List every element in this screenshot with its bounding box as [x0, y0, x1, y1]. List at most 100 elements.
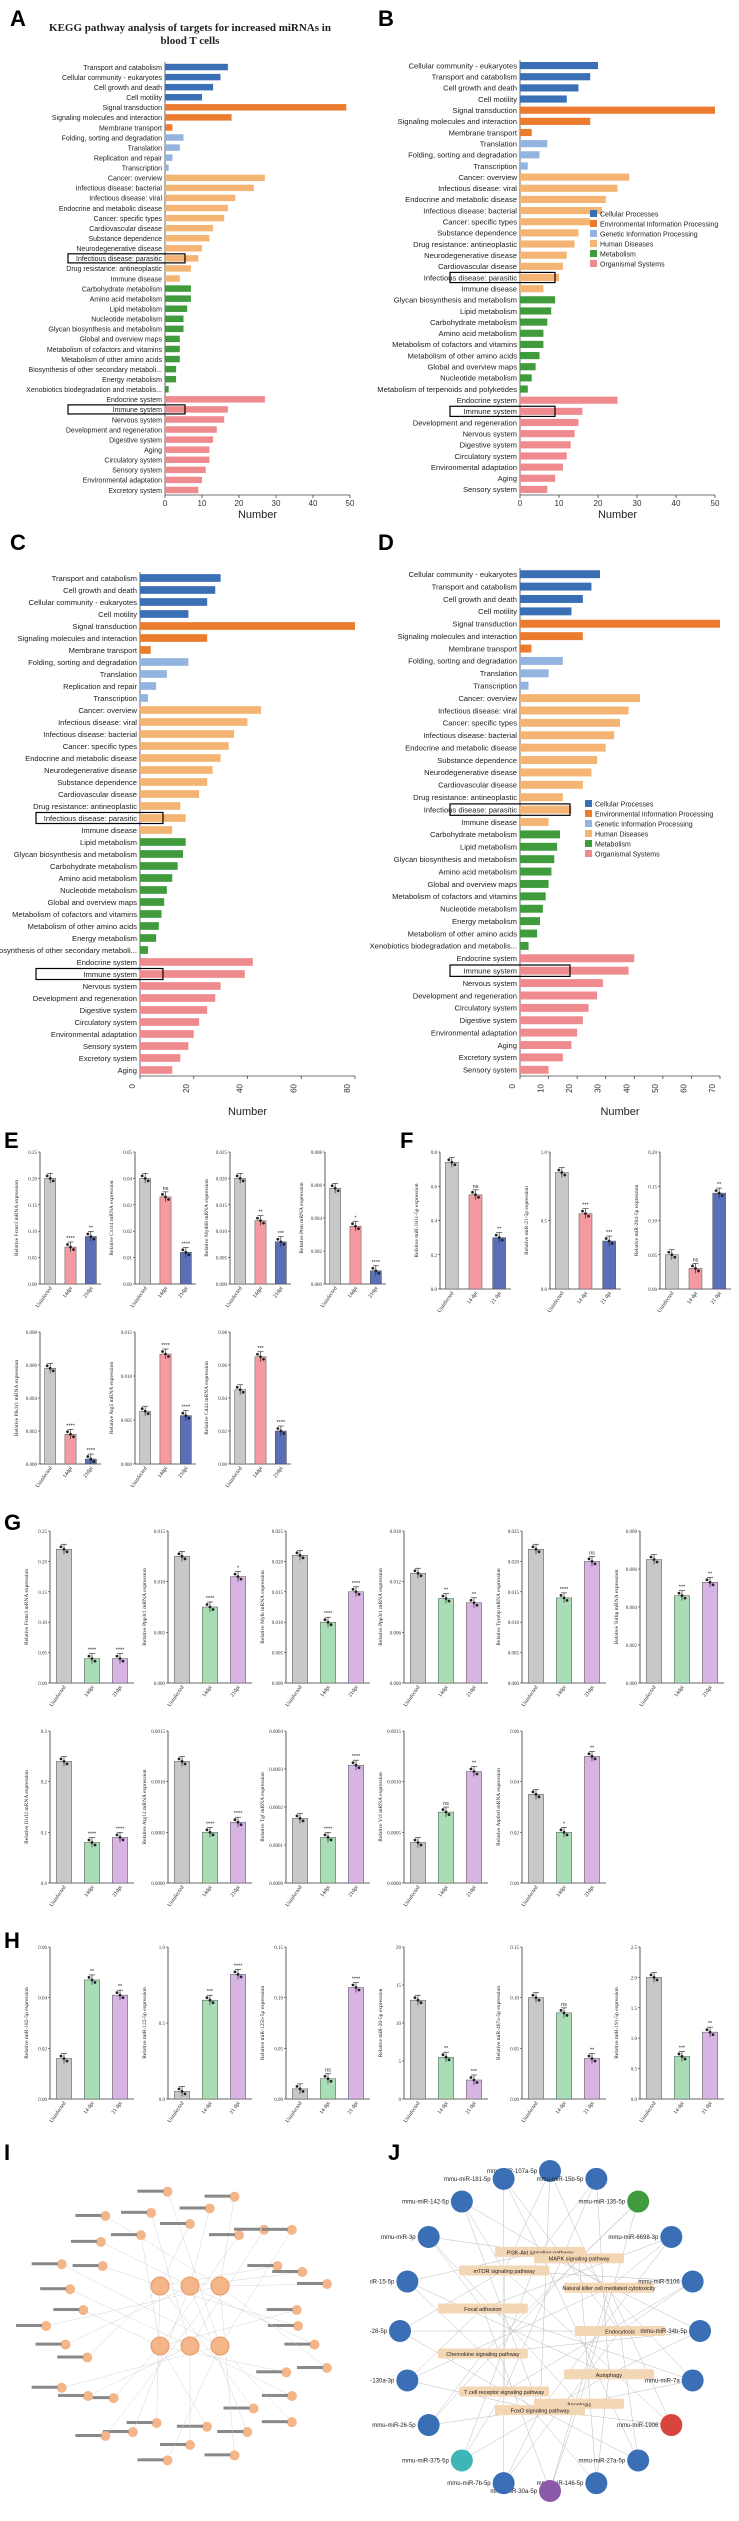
mirna-node-label: mmu-miR-135-5p: [578, 2200, 625, 2206]
panel-label-c: C: [10, 530, 26, 555]
data-point: [121, 1838, 125, 1842]
network-edge: [159, 2265, 278, 2287]
target-node-label: [223, 2406, 250, 2410]
network-edge: [608, 2287, 672, 2426]
kegg-category-label: Endocrine system: [457, 396, 517, 405]
plot-y-label: Relative miR-20-5p expression: [378, 1988, 384, 2057]
plot-y-tick-label: 0.5: [159, 2022, 166, 2027]
kegg-bar: [520, 582, 592, 591]
plot-y-label: Relative Ppp3r1 mRNA expression: [378, 1568, 384, 1646]
kegg-bar: [520, 307, 552, 315]
kegg-bar: [140, 874, 173, 882]
mirna-node: [660, 2225, 683, 2248]
kegg-bar: [165, 144, 180, 151]
data-point: [187, 1416, 191, 1420]
plot-category-label: 21dpi: [230, 1684, 242, 1698]
data-point: [330, 1184, 334, 1188]
kegg-category-label: Translation: [128, 145, 162, 152]
plot-y-tick-label: 0.15: [648, 1185, 657, 1190]
network-edge: [399, 2330, 505, 2392]
plot-y-tick-label: 0.05: [38, 1652, 47, 1657]
plot-category-label: Uninfected: [129, 1285, 149, 1309]
kegg-bar: [140, 1030, 194, 1038]
target-node: [229, 2450, 240, 2461]
data-point: [236, 1820, 240, 1824]
target-node-label: [31, 2385, 58, 2389]
plot-bar: [234, 1178, 247, 1285]
plot-y-label: Relative Atp6v0 mRNA expression: [496, 1768, 502, 1846]
kegg-bar: [520, 718, 620, 727]
plot-bar: [528, 1997, 544, 2100]
plot-bar: [159, 1196, 172, 1285]
significance-label: ***: [278, 1231, 285, 1237]
mirna-node-label: mmu-miR-28-5p: [370, 2329, 388, 2335]
mirna-node-label: mmu-miR-7a: [645, 2378, 680, 2384]
pathway-node: [437, 2303, 528, 2314]
plot-bar: [320, 1837, 336, 1884]
data-point: [447, 1599, 451, 1603]
mirna-node: [539, 2480, 561, 2502]
pathway-node: [534, 2253, 625, 2264]
significance-label: **: [717, 1182, 722, 1188]
kegg-bar: [165, 486, 199, 494]
legend-swatch: [585, 840, 592, 847]
kegg-bar: [165, 124, 173, 131]
network-edge: [219, 2285, 328, 2369]
target-node-label: [296, 2281, 323, 2285]
mirna-node-label: mmu-miR-26-5p: [372, 2423, 416, 2429]
kegg-category-label: Nucleotide metabolism: [440, 905, 517, 914]
plot-bar: [584, 2058, 600, 2100]
plot-category-label: 14 dpi: [83, 2100, 96, 2115]
target-node-label: [296, 2366, 323, 2370]
network-edge: [140, 2235, 161, 2347]
data-point: [714, 1189, 718, 1192]
legend-entry: Cellular Processes: [600, 212, 659, 219]
kegg-category-label: Translation: [100, 670, 137, 679]
plot-category-label: 21dpi: [348, 1684, 360, 1698]
plot-category-label: 21dpi: [272, 1285, 284, 1299]
plot-y-tick-label: 0.006: [311, 1184, 323, 1189]
target-node: [146, 2207, 157, 2218]
kegg-category-label: Circulatory system: [455, 452, 517, 461]
kegg-bar: [140, 634, 208, 642]
kegg-bar: [520, 62, 598, 70]
plot-category-label: Uninfected: [284, 1684, 304, 1708]
data-point: [711, 2033, 715, 2037]
plot-y-tick-label: 0.3: [41, 1730, 48, 1735]
kegg-category-label: Folding, sorting and degradation: [28, 658, 137, 667]
plot-y-tick-label: 0.002: [311, 1250, 323, 1255]
plot-y-tick-label: 0.025: [508, 1530, 520, 1535]
plot-category-label: 14dpi: [252, 1465, 264, 1479]
data-point: [377, 1271, 381, 1275]
plot-y-tick-label: 0.06: [38, 1946, 47, 1951]
network-edge: [189, 2208, 210, 2287]
plot-category-label: Uninfected: [436, 1290, 456, 1314]
target-node: [234, 2230, 245, 2241]
legend-entry: Metabolism: [595, 842, 631, 849]
significance-label: ****: [372, 1260, 381, 1266]
plot-y-tick-label: 0.00: [274, 2098, 283, 2103]
highlight-box: [449, 271, 556, 284]
kegg-category-label: Immune system: [83, 970, 137, 979]
mirna-node: [681, 2270, 704, 2293]
plot-y-tick-label: 0.02: [510, 1831, 519, 1836]
kegg-category-label: Infectious disease: parasitic: [76, 256, 162, 263]
kegg-bar: [165, 174, 265, 182]
plot-y-tick-label: 1.0: [159, 1946, 166, 1951]
panel-f-plots: 0.0 0.2 0.4 0.6 0.8 Relative miR-181c-5p expr…: [414, 1151, 731, 1314]
data-point: [181, 1248, 185, 1252]
plot-category-label: 21 dpi: [111, 2100, 124, 2115]
data-point: [62, 1760, 66, 1763]
kegg-bar: [165, 375, 177, 383]
plot-bar: [112, 1994, 128, 2100]
kegg-category-label: Excretory system: [108, 488, 162, 495]
kegg-category-label: Lipid metabolism: [460, 307, 517, 316]
plot-category-label: Uninfected: [129, 1465, 149, 1489]
mirna-node-label: mmu-miR-130a-3p: [370, 2378, 395, 2384]
plot-y-tick-label: 0.5: [631, 2068, 638, 2073]
kegg-category-label: Immune disease: [111, 276, 162, 283]
plot-category-label: 21dpi: [112, 1884, 124, 1898]
kegg-bar: [140, 778, 208, 786]
data-point: [670, 1253, 674, 1257]
